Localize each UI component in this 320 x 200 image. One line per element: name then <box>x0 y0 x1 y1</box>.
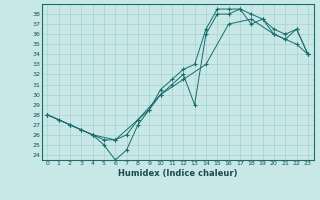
X-axis label: Humidex (Indice chaleur): Humidex (Indice chaleur) <box>118 169 237 178</box>
